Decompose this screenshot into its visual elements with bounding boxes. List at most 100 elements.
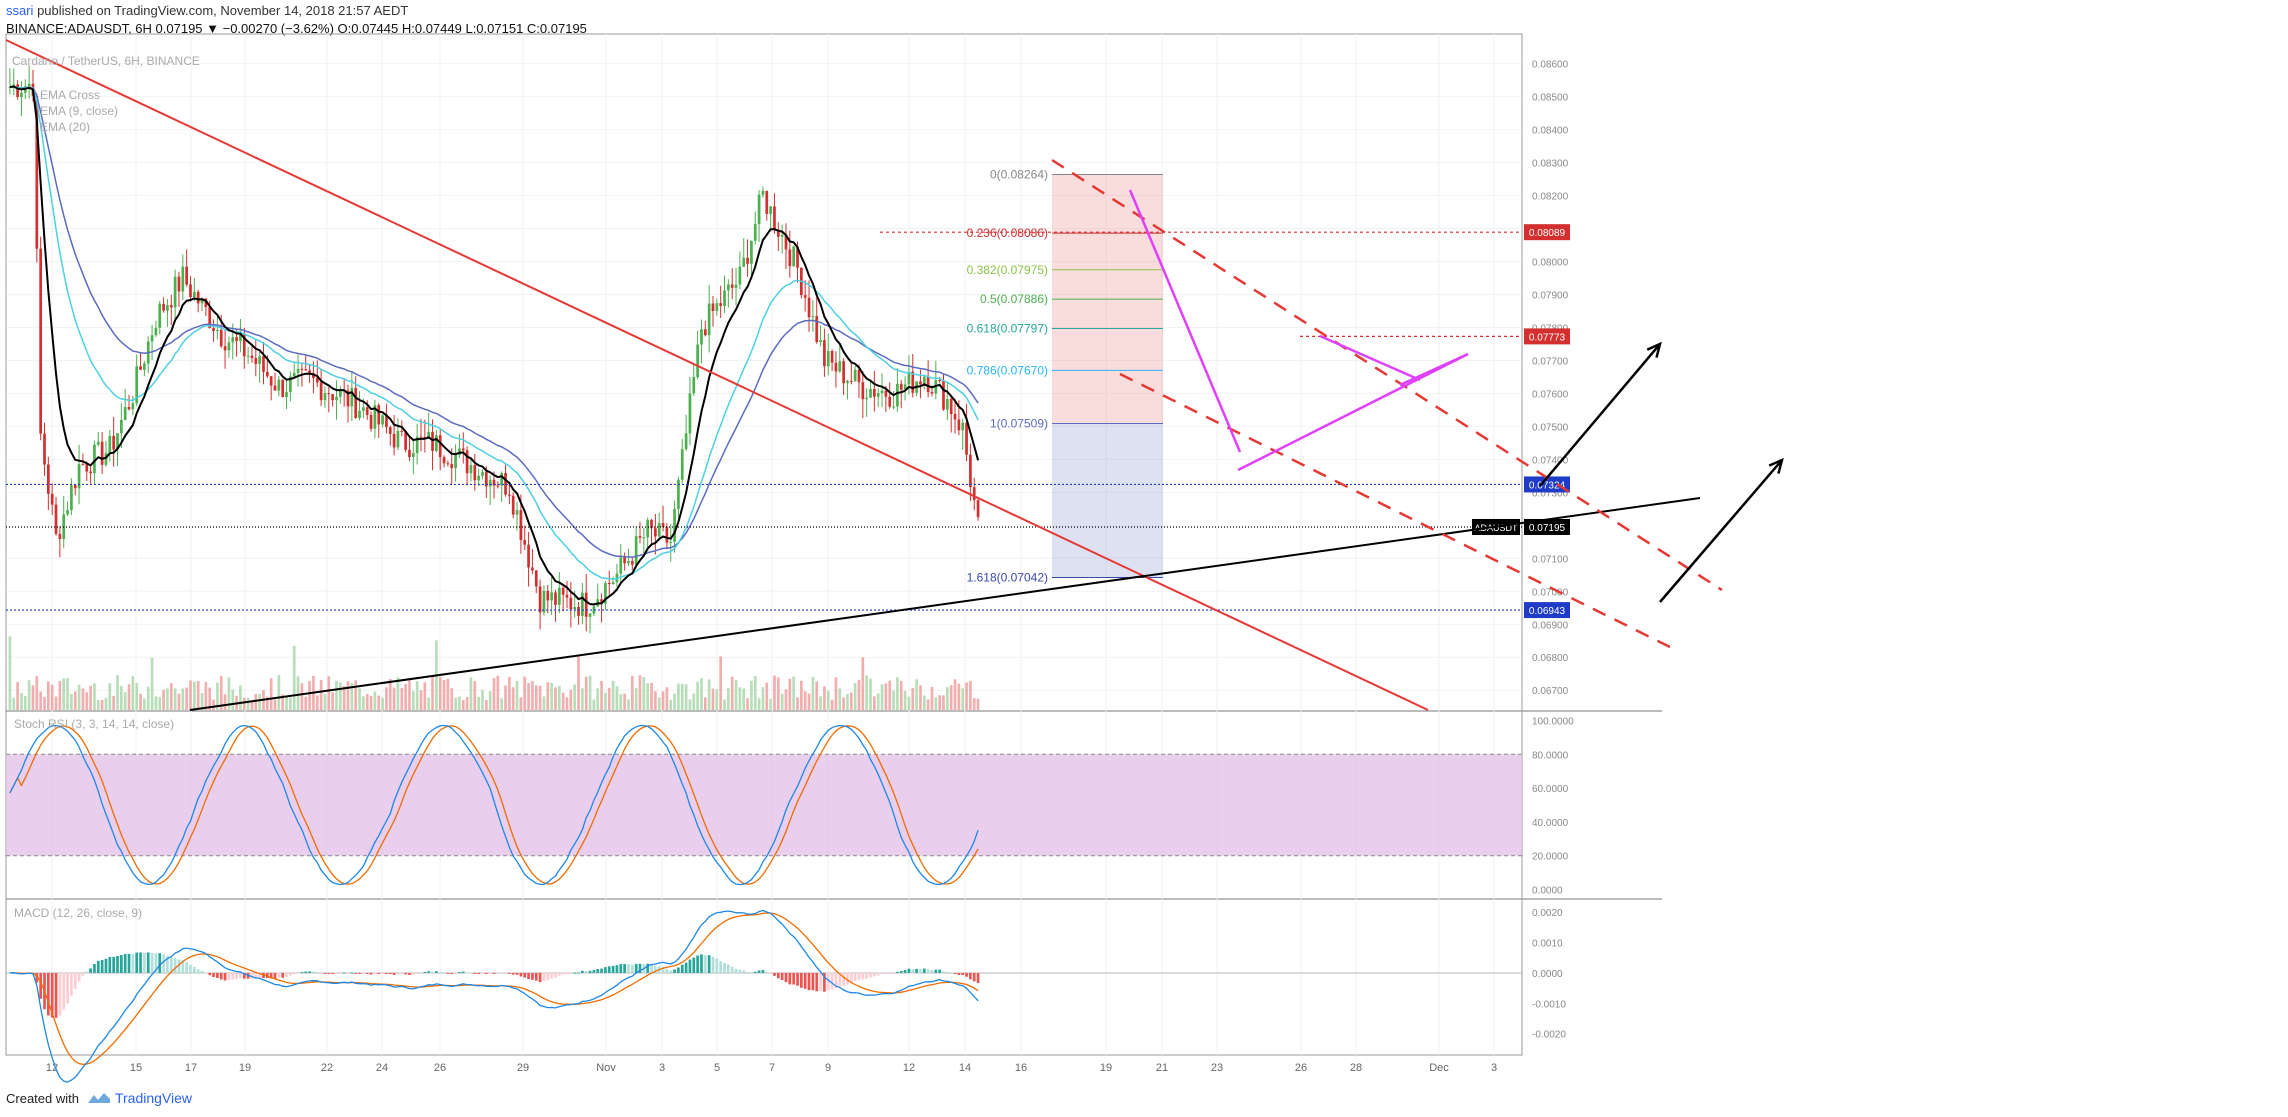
candle-body xyxy=(911,371,915,393)
candle-body xyxy=(43,433,46,465)
macd-histogram-bar xyxy=(70,972,73,996)
candle-body xyxy=(415,436,419,454)
volume-bar xyxy=(930,686,934,710)
volume-bar xyxy=(861,657,865,710)
candle-body xyxy=(561,587,565,595)
volume-bar xyxy=(957,683,961,710)
volume-bar xyxy=(58,681,62,710)
volume-bar xyxy=(972,698,976,710)
macd-histogram-bar xyxy=(173,957,177,973)
macd-histogram-bar xyxy=(504,972,507,974)
macd-histogram-bar xyxy=(100,960,104,973)
candle-body xyxy=(807,297,811,318)
author-link[interactable]: ssari xyxy=(6,3,34,18)
volume-bar xyxy=(945,687,949,710)
candle-body xyxy=(81,464,85,466)
candle-body xyxy=(239,334,242,342)
y-tick-label: 0.08200 xyxy=(1532,192,1569,203)
volume-bar xyxy=(650,683,653,710)
candle-body xyxy=(965,422,968,455)
macd-histogram-bar xyxy=(77,972,81,982)
macd-histogram-bar xyxy=(427,971,431,973)
wedge-line xyxy=(1319,334,1421,382)
y-tick-label: 100.0000 xyxy=(1532,716,1574,727)
macd-histogram-bar xyxy=(588,970,592,973)
macd-histogram-bar xyxy=(888,972,892,974)
volume-bar xyxy=(239,685,242,710)
volume-bar xyxy=(208,687,212,710)
macd-histogram-bar xyxy=(162,954,165,973)
macd-histogram-bar xyxy=(807,972,811,991)
volume-bar xyxy=(531,681,534,710)
tradingview-logo-icon xyxy=(87,1093,110,1103)
candle-body xyxy=(496,485,500,487)
macd-histogram-bar xyxy=(688,959,692,973)
volume-bar xyxy=(296,676,300,710)
volume-bar xyxy=(654,691,657,710)
candle-body xyxy=(96,441,100,445)
candle-body xyxy=(265,371,269,377)
y-tick-label: 80.0000 xyxy=(1532,750,1569,761)
candle-body xyxy=(208,307,212,329)
macd-histogram-bar xyxy=(192,966,196,973)
candle-body xyxy=(446,463,450,465)
macd-histogram-bar xyxy=(219,972,223,980)
candle-body xyxy=(262,356,265,372)
candle-body xyxy=(204,298,208,308)
macd-histogram-bar xyxy=(143,952,146,973)
candle-body xyxy=(327,393,331,395)
tradingview-link[interactable]: TradingView xyxy=(87,1090,192,1106)
volume-bar xyxy=(484,699,488,710)
macd-histogram-bar xyxy=(861,972,865,980)
macd-histogram-bar xyxy=(116,956,119,973)
macd-histogram-bar xyxy=(650,964,653,973)
candle-body xyxy=(661,523,665,528)
volume-bar xyxy=(373,691,377,710)
candle-body xyxy=(189,284,192,298)
volume-bar xyxy=(481,690,484,710)
volume-bar xyxy=(492,678,496,710)
macd-histogram-bar xyxy=(915,968,918,973)
wedge-line xyxy=(1237,352,1469,472)
macd-histogram-bar xyxy=(200,970,204,973)
candle-body xyxy=(335,396,338,401)
macd-histogram-bar xyxy=(584,970,588,973)
trendline-up xyxy=(189,497,1701,711)
volume-bar xyxy=(46,681,50,710)
candle-body xyxy=(250,355,254,359)
candle-body xyxy=(534,570,538,587)
volume-bar xyxy=(496,675,500,710)
volume-bar xyxy=(826,690,830,710)
macd-histogram-bar xyxy=(273,972,277,979)
macd-histogram-bar xyxy=(292,972,296,975)
volume-bar xyxy=(273,699,277,710)
macd-histogram-bar xyxy=(926,969,930,973)
candle-body xyxy=(711,303,715,312)
macd-histogram-bar xyxy=(788,972,792,985)
candle-body xyxy=(657,523,661,537)
volume-bar xyxy=(477,696,480,710)
candle-body xyxy=(619,557,623,574)
arrow-head-icon xyxy=(1768,457,1784,474)
candle-body xyxy=(642,537,646,539)
publish-line: ssari published on TradingView.com, Nove… xyxy=(6,3,408,18)
candle-body xyxy=(834,362,838,372)
volume-bar xyxy=(611,680,615,710)
macd-histogram-bar xyxy=(385,972,388,974)
x-tick-label: 23 xyxy=(1211,1062,1223,1074)
candle-body xyxy=(223,346,227,351)
volume-bar xyxy=(711,688,715,710)
volume-bar xyxy=(342,685,346,710)
candle-body xyxy=(527,544,530,568)
ohlc-line: BINANCE:ADAUSDT, 6H 0.07195 ▼ −0.00270 (… xyxy=(6,21,587,36)
volume-bar xyxy=(604,692,607,710)
volume-bar xyxy=(458,696,461,710)
volume-bar xyxy=(788,678,792,710)
volume-bar xyxy=(542,696,546,710)
volume-bar xyxy=(615,686,619,710)
volume-bar xyxy=(265,696,269,710)
volume-bar xyxy=(227,677,231,710)
y-tick-label: 0.08600 xyxy=(1532,60,1569,71)
volume-bar xyxy=(323,693,327,710)
